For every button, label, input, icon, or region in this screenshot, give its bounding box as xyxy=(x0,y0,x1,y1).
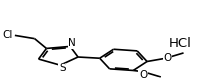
Text: S: S xyxy=(59,63,65,73)
Text: O: O xyxy=(139,70,147,80)
Text: N: N xyxy=(68,38,76,48)
Text: methoxy: methoxy xyxy=(158,76,164,78)
Text: HCl: HCl xyxy=(169,37,192,50)
Text: O: O xyxy=(164,53,172,63)
Text: Cl: Cl xyxy=(3,30,13,40)
